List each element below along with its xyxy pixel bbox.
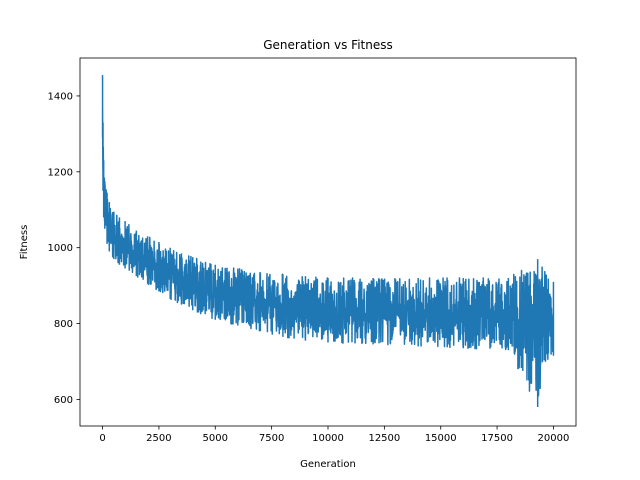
- series-line: [101, 75, 555, 408]
- x-tick-label: 17500: [481, 433, 513, 444]
- x-tick-label: 7500: [259, 433, 284, 444]
- x-tick-label: 10000: [312, 433, 344, 444]
- x-tick-label: 12500: [368, 433, 400, 444]
- y-axis-label: Fitness: [19, 225, 30, 260]
- plot-area: [101, 75, 555, 408]
- x-axis-label: Generation: [300, 459, 356, 470]
- x-axis: 0 2500 5000 7500 10000 12500 15000 17500 20000: [99, 426, 569, 444]
- x-tick-label: 0: [99, 433, 105, 444]
- y-tick-label: 1200: [48, 167, 73, 178]
- x-tick-label: 5000: [203, 433, 228, 444]
- y-tick-label: 1000: [48, 243, 73, 254]
- y-tick-label: 600: [54, 395, 73, 406]
- y-axis: 600 800 1000 1200 1400: [48, 91, 80, 406]
- x-tick-label: 2500: [146, 433, 171, 444]
- y-tick-label: 800: [54, 319, 73, 330]
- y-tick-label: 1400: [48, 91, 73, 102]
- x-tick-label: 15000: [425, 433, 457, 444]
- chart-title: Generation vs Fitness: [263, 38, 393, 52]
- x-tick-label: 20000: [538, 433, 570, 444]
